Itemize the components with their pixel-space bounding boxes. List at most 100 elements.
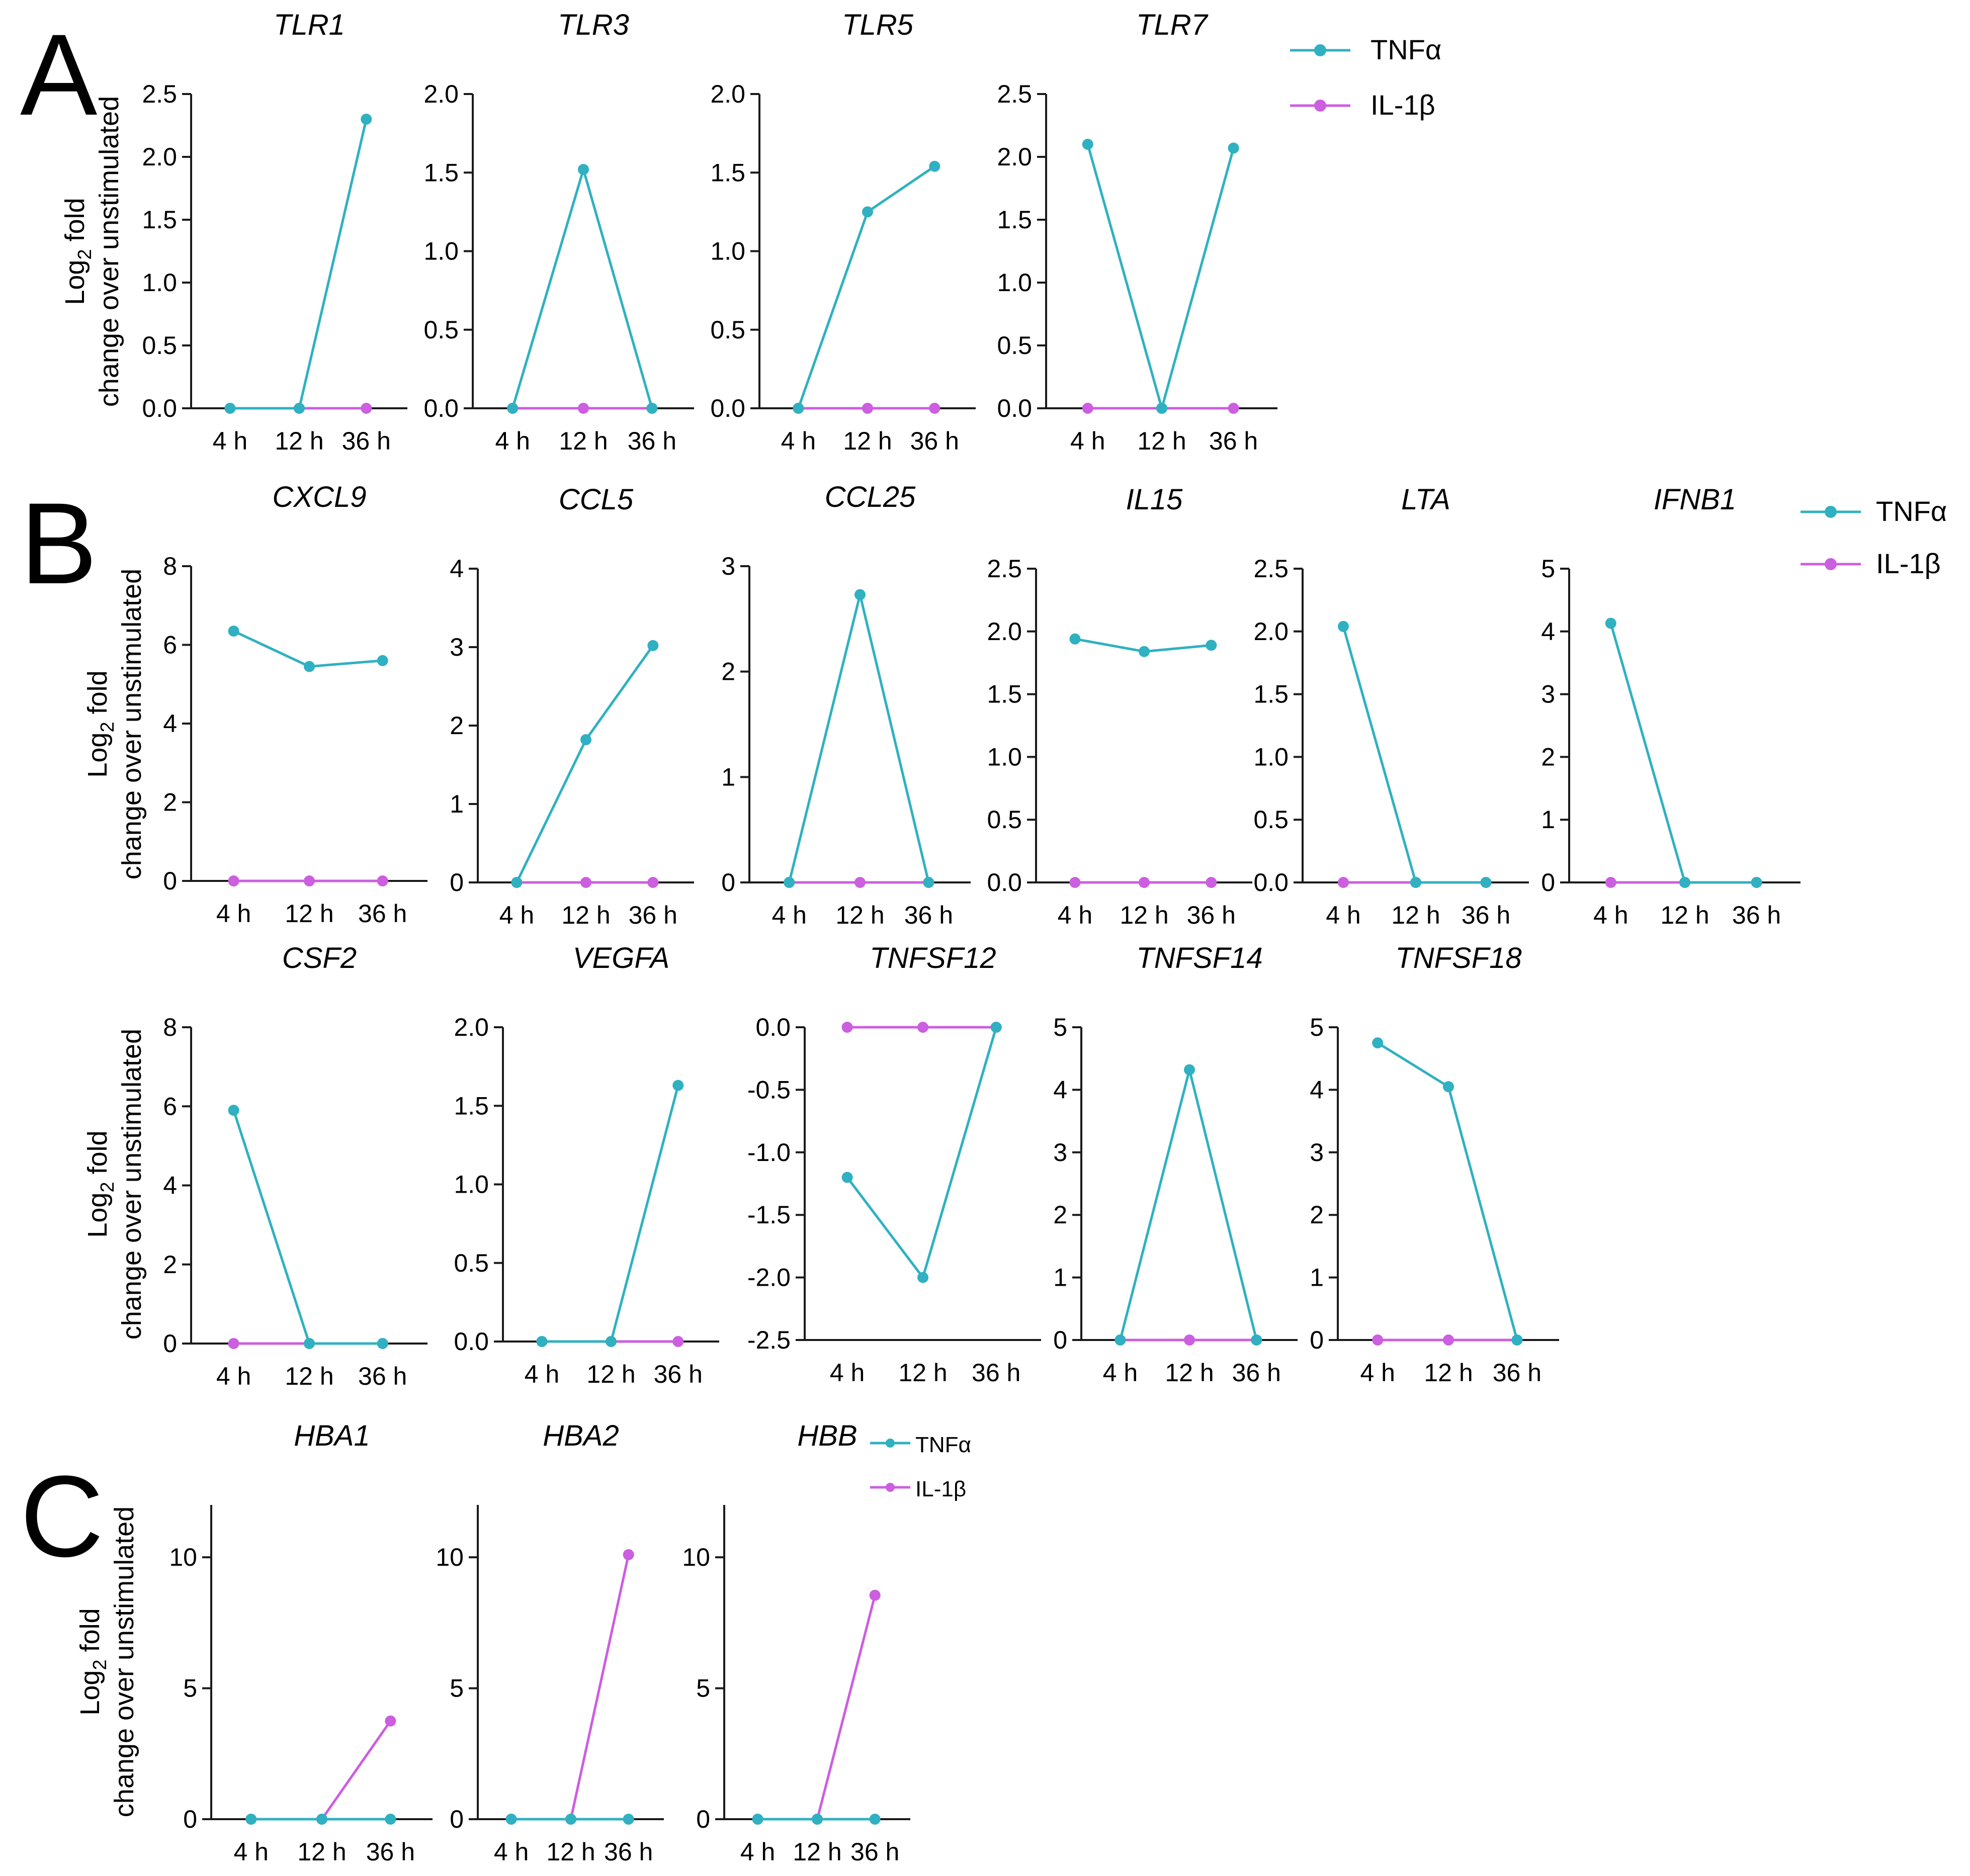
ylabel-a-line2: change over unstimulated bbox=[94, 96, 124, 407]
chart-tlr5-series-tnf-point bbox=[793, 403, 804, 414]
legend-a: TNFα IL-1β bbox=[1290, 34, 1441, 121]
chart-ccl25-series-tnf-point bbox=[784, 877, 795, 888]
ylabel-a: Log2 fold change over unstimulated bbox=[60, 96, 124, 407]
ylabel-c-row2: Log2 fold change over unstimulated bbox=[82, 1029, 147, 1339]
chart-tlr3-ytick-label: 0.5 bbox=[423, 316, 459, 344]
chart-tnfsf14-ytick-label: 4 bbox=[1053, 1076, 1067, 1104]
chart-ccl5-series-il1b-point bbox=[580, 877, 591, 888]
chart-hba1-title: HBA1 bbox=[294, 1419, 370, 1452]
chart-tlr3-xtick-label: 4 h bbox=[495, 427, 530, 455]
chart-hba2-series-tnf-point bbox=[565, 1814, 576, 1825]
chart-hba2-xtick-label: 4 h bbox=[494, 1838, 529, 1866]
legend-a-il1b-label: IL-1β bbox=[1371, 89, 1435, 121]
chart-il15-series-il1b-point bbox=[1139, 877, 1150, 888]
chart-hba2-series-il1b-line bbox=[511, 1554, 630, 1821]
chart-cxcl9-ytick-label: 4 bbox=[163, 709, 177, 738]
chart-tnfsf18-ytick-label: 1 bbox=[1310, 1264, 1324, 1292]
chart-il15-ytick-label: 1.0 bbox=[987, 743, 1022, 771]
chart-ifnb1-series-tnf-line bbox=[1609, 622, 1757, 884]
chart-ifnb1-series-tnf-point bbox=[1679, 877, 1690, 888]
legend-b-tnf-marker bbox=[1825, 506, 1837, 518]
chart-vegfa-series-tnf-point bbox=[536, 1336, 548, 1347]
chart-csf2: CSF2 0 2 4 6 8 4 h 12 h 36 h bbox=[163, 942, 427, 1390]
chart-ifnb1-title: IFNB1 bbox=[1654, 483, 1736, 516]
legends: TNFα IL-1β TNFα IL-1β TNFα IL-1β bbox=[870, 34, 1947, 1501]
ylabel-c-line2: change over unstimulated bbox=[109, 1506, 139, 1817]
chart-ifnb1-ytick-label: 1 bbox=[1541, 806, 1555, 834]
chart-ifnb1: IFNB1 0 1 2 3 4 5 4 h 12 h 36 h bbox=[1541, 483, 1801, 929]
legend-c-il1b-label: IL-1β bbox=[915, 1477, 966, 1501]
chart-ccl5-series-tnf-line bbox=[516, 645, 654, 883]
chart-tlr7-series-tnf-point bbox=[1156, 403, 1167, 414]
chart-hba2-xtick-label: 12 h bbox=[546, 1838, 595, 1866]
chart-tlr7-ytick-label: 1.5 bbox=[997, 206, 1032, 234]
chart-hbb-ytick-label: 10 bbox=[682, 1543, 710, 1571]
chart-tnfsf12-series-tnf-line bbox=[846, 1027, 998, 1281]
chart-tnfsf12-series-il1b-point bbox=[841, 1022, 853, 1033]
chart-cxcl9-series-tnf-point bbox=[304, 661, 315, 672]
chart-tnfsf14-ytick-label: 2 bbox=[1053, 1201, 1067, 1229]
chart-tnfsf12-ytick-label: -1.5 bbox=[747, 1201, 791, 1229]
chart-tlr5-title: TLR5 bbox=[842, 9, 914, 41]
chart-cxcl9-ytick-label: 0 bbox=[163, 867, 177, 895]
chart-ccl25: CCL25 0 1 2 3 4 h 12 h 36 h bbox=[721, 481, 971, 929]
chart-tlr5-series-il1b-point bbox=[862, 403, 873, 414]
chart-tnfsf18-series-il1b-point bbox=[1443, 1334, 1454, 1346]
chart-tnfsf18-ytick-label: 2 bbox=[1310, 1201, 1324, 1229]
chart-hba2-series-tnf-point bbox=[505, 1814, 517, 1825]
chart-tnfsf12-xtick-label: 4 h bbox=[830, 1359, 865, 1387]
chart-vegfa-xtick-label: 36 h bbox=[654, 1360, 703, 1388]
chart-tnfsf12-series-tnf-point bbox=[841, 1172, 853, 1183]
chart-tlr3-ytick-label: 2.0 bbox=[423, 80, 459, 108]
chart-tnfsf12-ytick-label: -2.5 bbox=[747, 1326, 791, 1354]
chart-il15-ytick-label: 2.0 bbox=[987, 617, 1022, 646]
chart-cxcl9-xtick-label: 36 h bbox=[358, 900, 407, 928]
chart-tnfsf18-series-tnf-point bbox=[1372, 1037, 1384, 1049]
chart-lta-ytick-label: 0.5 bbox=[1253, 806, 1289, 834]
chart-tlr3-series-tnf-line bbox=[511, 165, 653, 409]
chart-csf2-xtick-label: 12 h bbox=[285, 1362, 333, 1390]
chart-ccl25-series-tnf-point bbox=[923, 877, 934, 888]
chart-hbb-series-tnf-point bbox=[752, 1814, 763, 1825]
chart-vegfa-series-tnf-point bbox=[672, 1080, 684, 1091]
chart-tnfsf14-title: TNFSF14 bbox=[1136, 942, 1262, 974]
chart-tlr1-ytick-label: 1.0 bbox=[142, 269, 177, 297]
legend-b: TNFα IL-1β bbox=[1801, 495, 1947, 579]
chart-tnfsf12-ytick-label: -0.5 bbox=[747, 1076, 791, 1104]
chart-csf2-ytick-label: 6 bbox=[163, 1092, 177, 1120]
chart-ccl25-series-tnf-line bbox=[788, 594, 930, 883]
chart-lta-ytick-label: 1.0 bbox=[1253, 743, 1289, 771]
chart-tlr7-series-tnf-point bbox=[1082, 139, 1093, 150]
chart-hba1-xtick-label: 4 h bbox=[233, 1838, 269, 1866]
chart-tnfsf14-xtick-label: 12 h bbox=[1165, 1359, 1214, 1387]
chart-il15-series-tnf-point bbox=[1206, 640, 1217, 651]
chart-tnfsf18: TNFSF18 0 1 2 3 4 5 4 h 12 h 36 h bbox=[1310, 942, 1559, 1387]
chart-hbb-ytick-label: 0 bbox=[696, 1805, 710, 1833]
chart-cxcl9-xtick-label: 4 h bbox=[216, 900, 251, 928]
chart-lta-series-tnf-point bbox=[1338, 620, 1349, 632]
chart-tlr3-ytick-label: 1.0 bbox=[423, 237, 459, 265]
chart-tnfsf18-ytick-label: 4 bbox=[1310, 1076, 1324, 1104]
chart-tlr1-series-tnf-point bbox=[361, 114, 372, 125]
chart-tlr3-xtick-label: 12 h bbox=[559, 427, 608, 455]
chart-tnfsf14-ytick-label: 0 bbox=[1053, 1326, 1067, 1354]
chart-tnfsf12-title: TNFSF12 bbox=[870, 942, 996, 974]
chart-hba2-title: HBA2 bbox=[543, 1419, 619, 1452]
chart-tlr1-title: TLR1 bbox=[274, 9, 345, 41]
chart-hbb-series-tnf-point bbox=[812, 1814, 823, 1825]
chart-tlr7-ytick-label: 2.0 bbox=[997, 143, 1032, 171]
chart-tnfsf18-xtick-label: 4 h bbox=[1360, 1359, 1395, 1387]
chart-hbb-series-tnf-point bbox=[869, 1814, 881, 1825]
chart-tnfsf18-ytick-label: 3 bbox=[1310, 1138, 1324, 1167]
chart-tnfsf12-ytick-label: -2.0 bbox=[747, 1264, 791, 1292]
legend-c-tnf-marker bbox=[886, 1439, 895, 1448]
chart-tlr3-series-il1b-point bbox=[578, 403, 589, 414]
chart-tlr7-series-tnf-line bbox=[1086, 144, 1235, 413]
chart-il15-xtick-label: 4 h bbox=[1058, 901, 1093, 929]
chart-csf2-title: CSF2 bbox=[282, 942, 357, 974]
chart-tlr1-ytick-label: 2.0 bbox=[142, 143, 177, 171]
chart-vegfa-ytick-label: 0.0 bbox=[454, 1327, 489, 1356]
chart-tlr3: TLR3 0.0 0.5 1.0 1.5 2.0 4 h 12 h 36 h bbox=[423, 9, 694, 455]
chart-ccl5-title: CCL5 bbox=[559, 483, 634, 516]
chart-il15-series-tnf-point bbox=[1139, 646, 1150, 657]
